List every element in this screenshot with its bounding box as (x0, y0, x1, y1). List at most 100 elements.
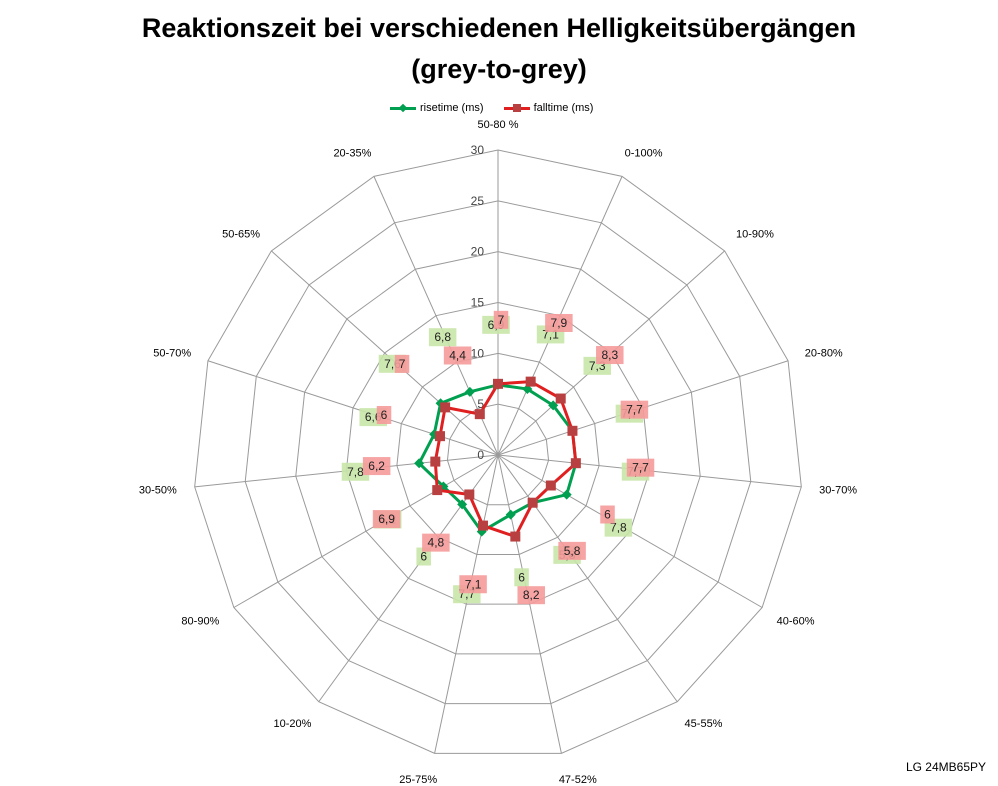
grid-ring-25 (244, 200, 752, 705)
data-label-bg-fall-8 (459, 575, 487, 594)
grid-ring-20 (295, 251, 701, 655)
grid-ring-30 (194, 149, 802, 754)
point-falltime-10 (432, 485, 443, 496)
data-label-bg-fall-1 (545, 313, 573, 332)
data-label-bg-rise-11 (341, 462, 370, 481)
point-falltime-9 (464, 489, 475, 500)
data-label-bg-fall-5 (600, 505, 615, 524)
category-label-1: 0-100% (625, 148, 663, 160)
spoke-8 (434, 454, 499, 754)
point-risetime-5 (561, 489, 572, 500)
category-label-0: 50-80 % (478, 119, 519, 131)
data-label-fall-11: 6,2 (368, 459, 385, 473)
spoke-13 (271, 250, 499, 456)
data-label-rise-11: 7,8 (347, 465, 364, 479)
point-falltime-12 (434, 431, 445, 442)
spoke-14 (373, 176, 499, 456)
data-label-bg-fall-12 (376, 405, 392, 424)
point-falltime-4 (570, 458, 581, 469)
data-label-fall-6: 5,8 (564, 544, 581, 558)
category-label-13: 50-65% (222, 229, 260, 241)
tick-label-15: 15 (471, 296, 485, 310)
category-label-8: 25-75% (399, 774, 437, 786)
point-risetime-2 (548, 400, 559, 411)
data-label-bg-fall-0 (493, 310, 509, 329)
data-label-fall-5: 6 (604, 508, 611, 522)
data-label-bg-fall-10 (372, 510, 401, 529)
data-label-rise-5: 7,8 (610, 521, 627, 535)
legend-item-risetime: risetime (ms) (390, 102, 484, 114)
legend-item-falltime: falltime (ms) (503, 102, 594, 114)
series-line-falltime (433, 380, 578, 539)
data-label-fall-8: 7,1 (465, 577, 482, 591)
tick-label-20: 20 (471, 245, 485, 259)
data-label-fall-0: 7 (498, 313, 505, 327)
footer-model: LG 24MB65PY (905, 760, 986, 774)
data-label-fall-2: 8,3 (601, 348, 618, 362)
spoke-6 (497, 454, 678, 703)
point-falltime-7 (510, 531, 521, 542)
data-label-fall-10: 6,9 (378, 512, 395, 526)
tick-label-25: 25 (471, 194, 485, 208)
category-label-10: 80-90% (181, 616, 219, 628)
data-label-fall-9: 4,8 (428, 536, 445, 550)
legend-label-risetime: risetime (ms) (420, 102, 484, 114)
category-label-6: 45-55% (685, 718, 723, 730)
legend-swatch-falltime (503, 103, 530, 113)
grid-ring-10 (396, 352, 600, 555)
data-label-bg-rise-9 (416, 547, 431, 566)
category-label-3: 20-80% (805, 348, 843, 360)
spoke-12 (207, 360, 499, 456)
legend: risetime (ms) falltime (ms) (390, 102, 593, 114)
series-line-risetime (417, 383, 578, 534)
data-label-bg-fall-7 (517, 586, 545, 605)
data-label-fall-13: 7 (399, 357, 406, 371)
point-risetime-11 (414, 458, 425, 469)
chart-subtitle: (grey-to-grey) (411, 54, 587, 84)
point-falltime-6 (527, 497, 538, 508)
legend-swatch-risetime (390, 103, 416, 113)
spoke-10 (233, 454, 499, 608)
point-falltime-13 (440, 402, 451, 413)
point-falltime-14 (474, 409, 485, 420)
category-label-14: 20-35% (333, 148, 371, 160)
grid-ring-5 (446, 403, 550, 506)
data-label-fall-7: 8,2 (523, 588, 540, 602)
category-label-2: 10-90% (736, 229, 774, 241)
data-label-rise-14: 6,8 (434, 330, 451, 344)
point-falltime-1 (525, 376, 536, 387)
category-label-5: 40-60% (777, 616, 815, 628)
data-label-fall-3: 7,7 (626, 403, 643, 417)
category-label-4: 30-70% (819, 485, 857, 497)
point-falltime-2 (555, 393, 566, 404)
tick-label-10: 10 (471, 346, 485, 360)
data-label-bg-fall-3 (620, 400, 649, 419)
data-label-fall-4: 7,7 (632, 461, 649, 475)
data-label-bg-rise-7 (514, 568, 529, 587)
data-label-fall-1: 7,9 (551, 316, 568, 330)
data-label-fall-12: 6 (381, 408, 388, 422)
point-risetime-14 (464, 386, 475, 397)
point-falltime-8 (477, 520, 488, 531)
data-label-bg-fall-4 (626, 458, 655, 477)
category-label-12: 50-70% (153, 348, 191, 360)
point-risetime-9 (457, 499, 468, 510)
data-label-bg-fall-13 (394, 354, 410, 373)
data-label-rise-9: 6 (420, 550, 427, 564)
data-label-bg-fall-2 (596, 346, 624, 365)
data-label-bg-fall-9 (422, 533, 450, 552)
legend-label-falltime: falltime (ms) (533, 102, 594, 114)
grid-ring-15 (345, 301, 651, 605)
category-label-9: 10-20% (274, 718, 312, 730)
tick-label-5: 5 (477, 397, 484, 411)
data-label-bg-fall-11 (362, 457, 391, 476)
point-falltime-3 (567, 425, 578, 436)
category-label-11: 30-50% (139, 485, 177, 497)
point-falltime-11 (430, 456, 441, 467)
chart-title: Reaktionszeit bei verschiedenen Helligke… (141, 13, 857, 43)
data-label-fall-14: 4,4 (449, 348, 466, 362)
point-risetime-7 (505, 509, 516, 520)
point-falltime-5 (545, 480, 556, 491)
tick-label-30: 30 (471, 143, 485, 157)
